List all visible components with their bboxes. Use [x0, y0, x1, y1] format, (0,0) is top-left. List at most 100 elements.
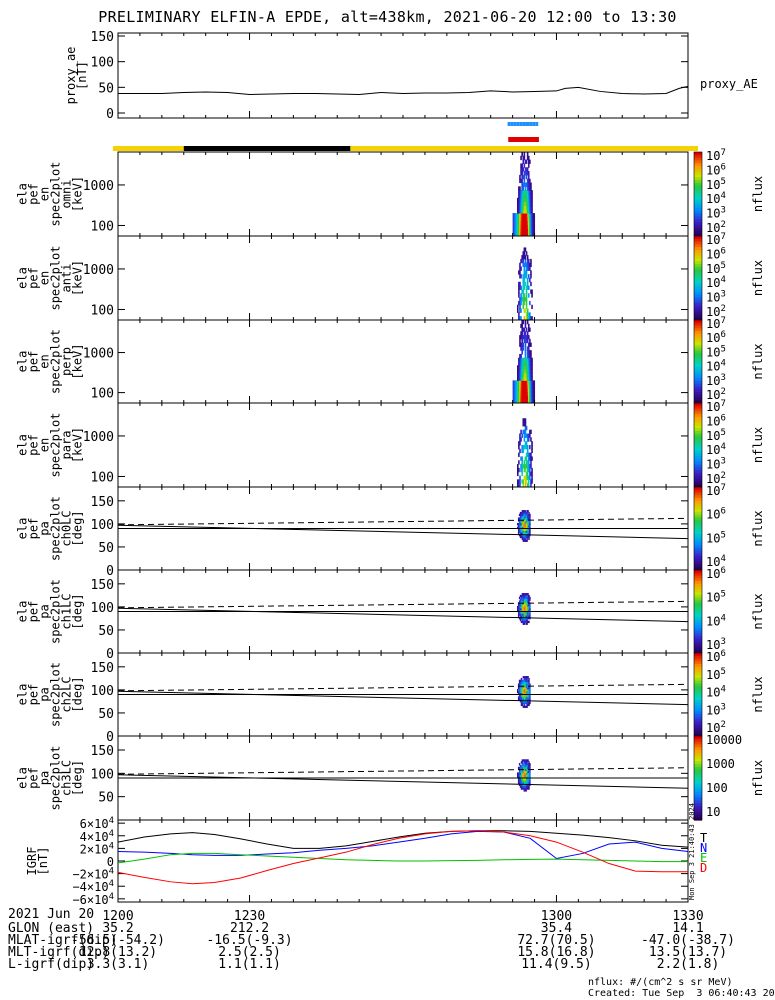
- spectrogram-cell: [523, 361, 526, 366]
- spectrogram-cell: [529, 190, 531, 195]
- spectrogram-cell: [526, 338, 529, 344]
- pa-cell: [518, 605, 521, 609]
- spectrogram-cell: [514, 380, 517, 385]
- pa-cell: [527, 607, 529, 611]
- spectrogram-cell: [519, 475, 521, 480]
- spectrogram-cell: [525, 220, 528, 226]
- pa-cell: [526, 679, 528, 683]
- pa-cell: [525, 764, 527, 768]
- colorbar-cell: [694, 531, 702, 535]
- spectrogram-cell: [521, 369, 523, 374]
- spectrogram-cell: [519, 479, 521, 484]
- colorbar-cell: [694, 208, 702, 212]
- spectrogram-cell: [526, 437, 529, 442]
- spectrogram-cell: [527, 159, 530, 164]
- colorbar-cell: [694, 525, 702, 530]
- spectrogram-cell: [518, 361, 520, 366]
- spectrogram-cell: [526, 216, 529, 222]
- energy-tick-label: 1000: [83, 179, 114, 194]
- spectrogram-cell: [513, 220, 516, 226]
- pa-cell: [525, 532, 527, 535]
- spectrogram-cell: [513, 387, 516, 393]
- spectrogram-cell: [530, 471, 532, 477]
- spectrogram-cell: [531, 357, 533, 362]
- pa-cell: [522, 593, 525, 596]
- pa-cell: [529, 613, 531, 616]
- spectrogram-cell: [525, 304, 528, 310]
- colorbar-cell: [694, 708, 702, 712]
- colorbar-tick-label: 106: [706, 507, 726, 522]
- pa-cell: [528, 605, 530, 609]
- spectrogram-cell: [518, 445, 520, 450]
- pa-panel-7-ylabel: ela: [16, 684, 30, 706]
- pa-cell: [521, 528, 524, 531]
- pa-cell: [525, 768, 527, 772]
- spectrogram-cell: [520, 308, 522, 313]
- spectrogram-cell: [527, 327, 530, 332]
- colorbar-cell: [694, 386, 702, 390]
- spectrogram-cell: [526, 258, 529, 264]
- spectrogram-cell: [527, 232, 530, 237]
- colorbar-cell: [694, 694, 702, 698]
- pa-cell: [519, 521, 522, 524]
- spectrogram-cell: [524, 342, 527, 347]
- spectrogram-cell: [518, 186, 520, 191]
- pa-cell: [527, 596, 529, 600]
- spectrogram-cell: [529, 350, 531, 355]
- spectrogram-cell: [524, 391, 527, 396]
- pa-panel-7-ylabel: [deg]: [71, 676, 85, 712]
- pa-cell: [526, 519, 528, 522]
- loss-cone-line: [117, 607, 689, 623]
- pa-cell: [524, 781, 526, 785]
- colorbar-cell: [694, 320, 702, 324]
- pa-cell: [526, 781, 528, 785]
- spectrogram-cell: [518, 312, 520, 317]
- colorbar-cell: [694, 414, 702, 418]
- spectrogram-cell: [533, 228, 536, 233]
- pa-cell: [529, 779, 531, 783]
- spectrogram-cell: [519, 384, 521, 389]
- spectrogram-cell: [531, 205, 533, 210]
- pa-cell: [521, 604, 524, 607]
- spectrogram-cell: [531, 479, 533, 484]
- spectrogram-cell: [518, 376, 520, 381]
- colorbar-cell: [694, 394, 702, 399]
- pa-cell: [526, 701, 528, 705]
- pa-cell: [529, 696, 531, 699]
- spectrogram-cell: [523, 308, 526, 313]
- spectrogram-cell: [522, 232, 525, 237]
- spectrogram-cell: [521, 297, 523, 302]
- colorbar-cell: [694, 778, 702, 782]
- pa-cell: [519, 532, 522, 535]
- energy-panel-3-ylabel: perp: [60, 347, 74, 376]
- spectrogram-cell: [530, 216, 532, 222]
- colorbar-cell: [694, 266, 702, 271]
- pa-cell: [524, 598, 526, 601]
- spectrogram-cell: [524, 255, 527, 260]
- pa-cell: [526, 676, 528, 679]
- pa-cell: [524, 593, 526, 596]
- spectrogram-cell: [523, 201, 526, 206]
- pa-cell: [521, 787, 524, 790]
- pitch-angle-spectrogram-5: [517, 510, 531, 542]
- pa-tick-label: 150: [91, 661, 114, 676]
- spectrogram-cell: [519, 338, 521, 344]
- pa-cell: [520, 778, 523, 781]
- spectrogram-cell: [519, 300, 521, 306]
- spectrogram-cell: [525, 262, 528, 268]
- pa-cell: [520, 766, 523, 770]
- spin-mark: [526, 122, 530, 126]
- energy-panel-2-ylabel: en: [38, 271, 52, 285]
- spectrogram-cell: [529, 278, 531, 283]
- colorbar-tick-label: 102: [706, 720, 726, 735]
- spectrogram-cell: [519, 220, 521, 226]
- colorbar-cell: [694, 300, 702, 304]
- colorbar-tick-label: 105: [706, 667, 726, 682]
- colorbar-cell: [694, 333, 702, 338]
- colorbar-cell: [694, 727, 702, 732]
- spectrogram-cell: [513, 213, 516, 218]
- spectrogram-cell: [531, 365, 533, 370]
- spectrogram-cell: [530, 452, 532, 457]
- colorbar-cell: [694, 289, 702, 293]
- spectrogram-cell: [525, 285, 528, 290]
